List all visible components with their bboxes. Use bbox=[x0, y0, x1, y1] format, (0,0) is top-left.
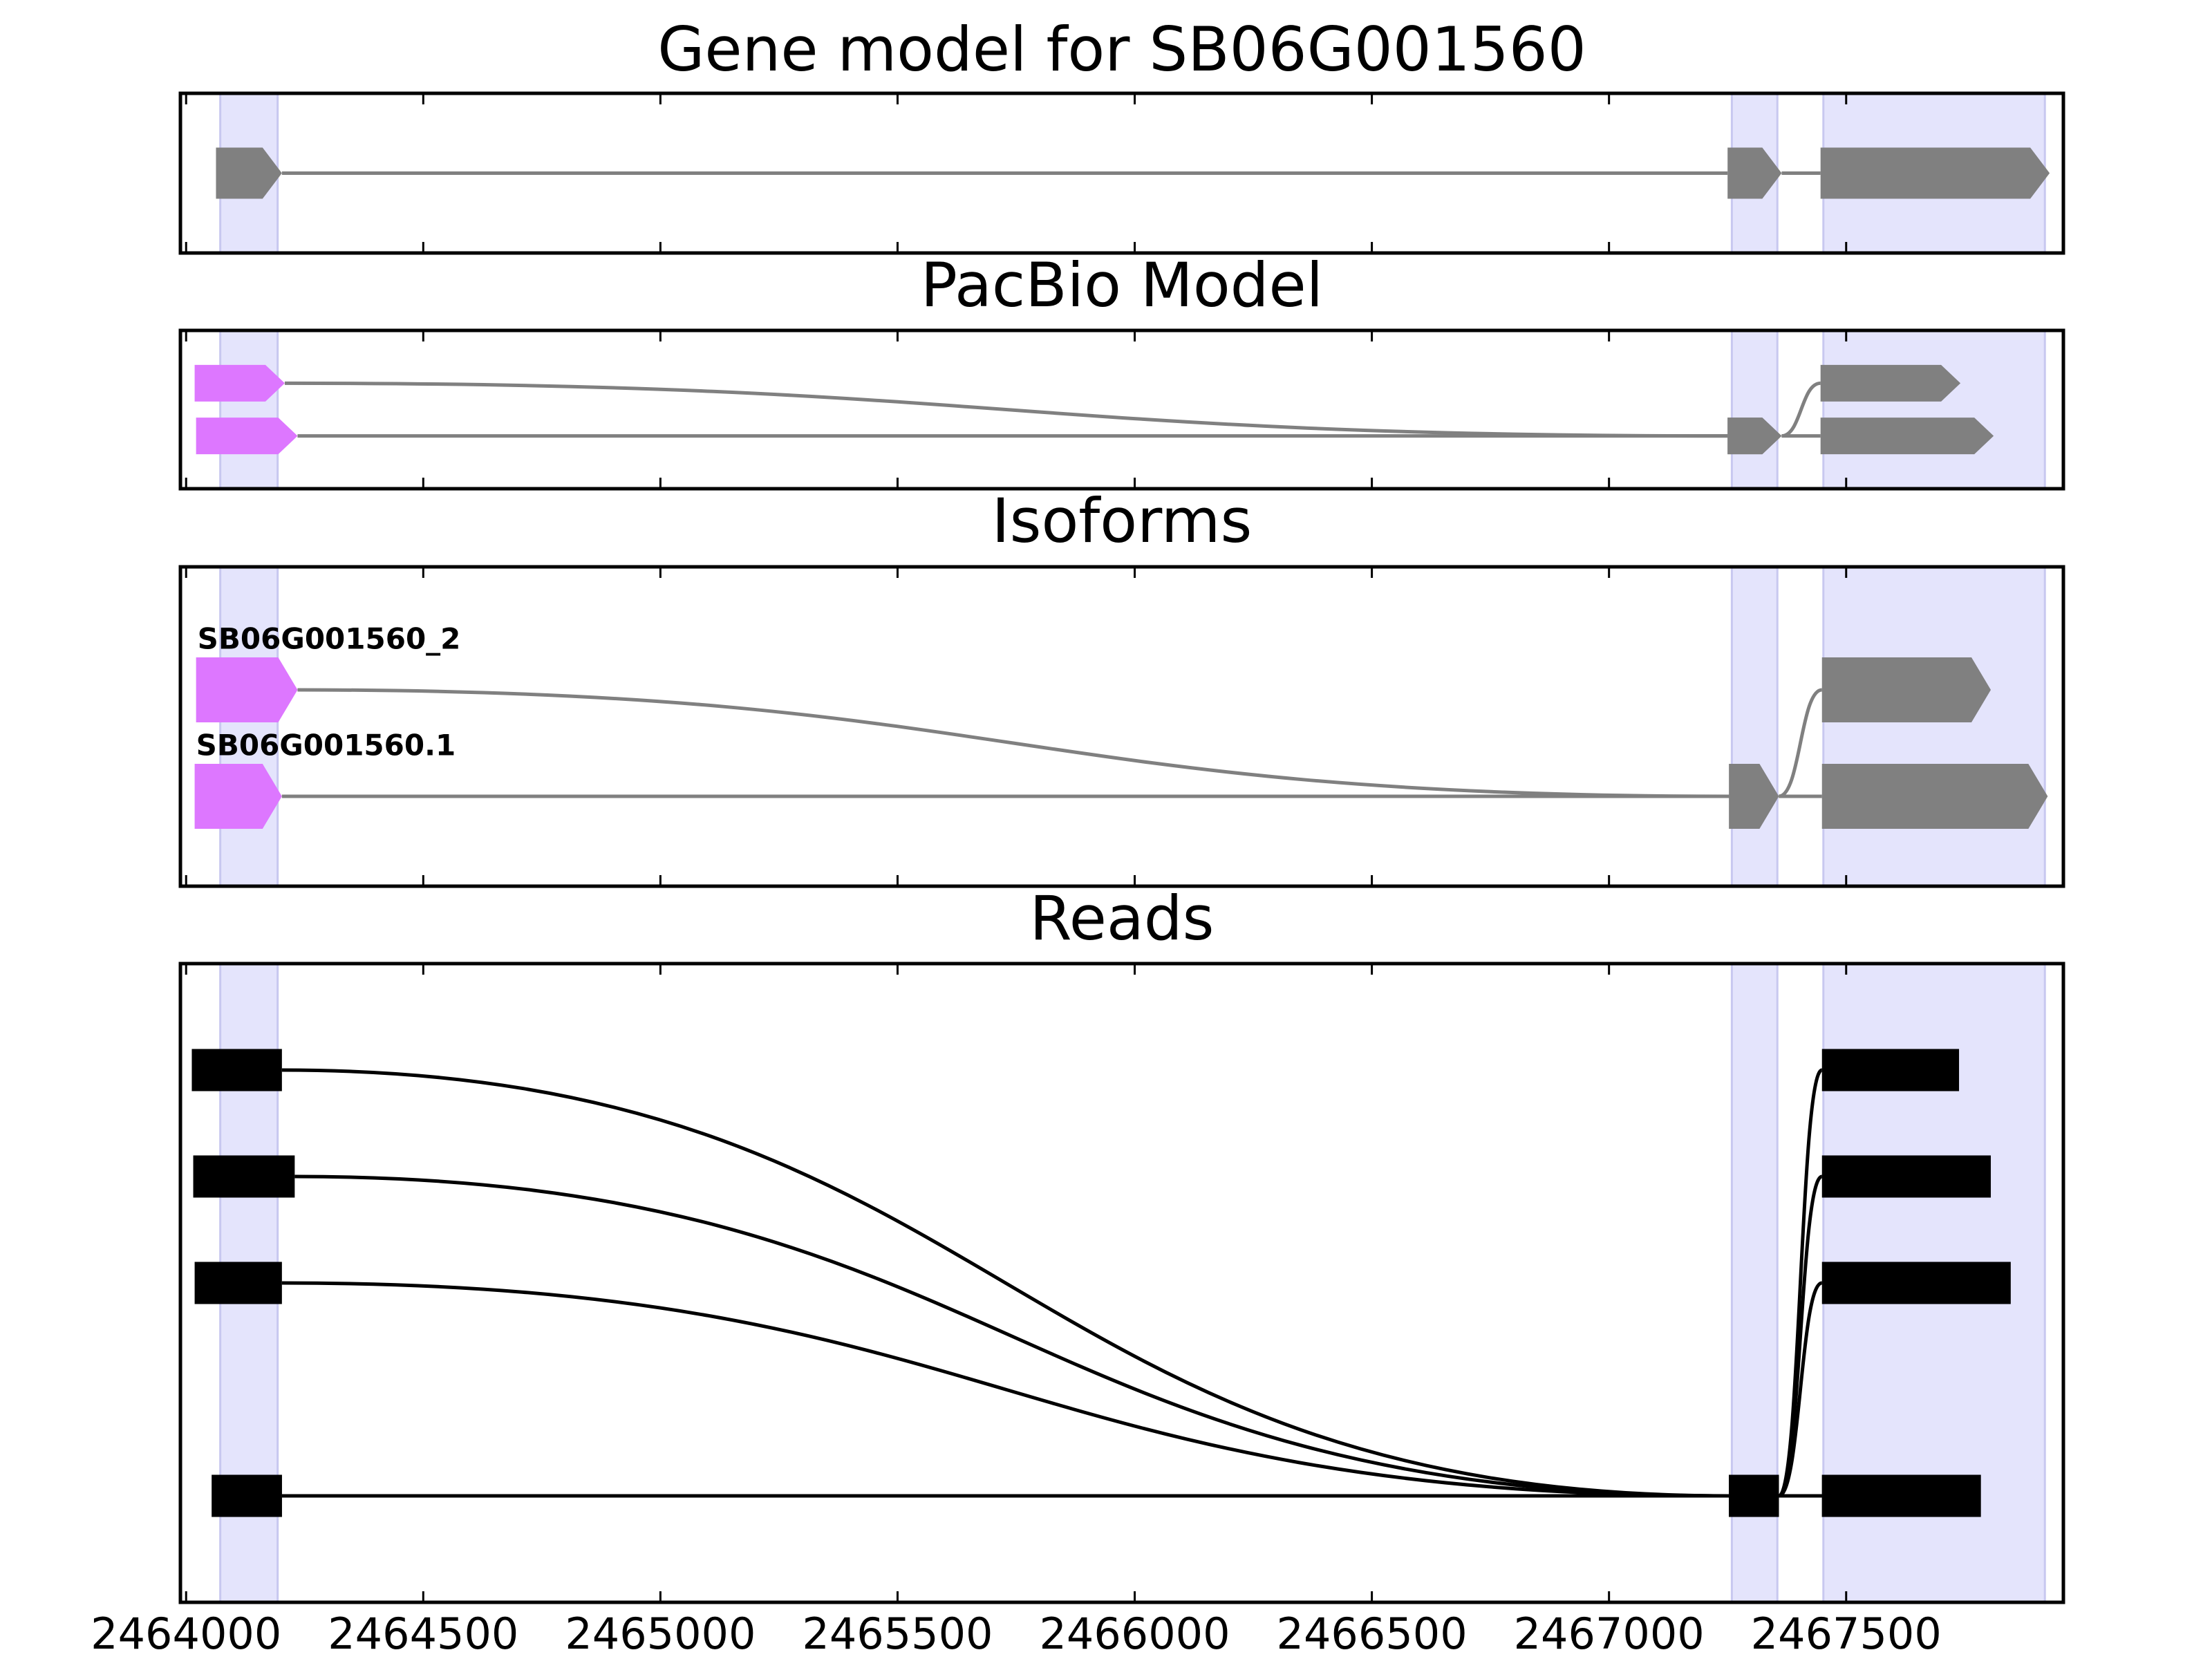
panel: Reads 2464000 2464500 2465000 2465500 2466000… bbox=[91, 883, 2065, 1659]
exon bbox=[1821, 657, 1991, 722]
intron-line bbox=[281, 1281, 1730, 1498]
panel-frame bbox=[178, 962, 2065, 1604]
panel-title: Gene model for SB06G001560 bbox=[657, 14, 1586, 85]
intron-line bbox=[1778, 688, 1823, 798]
highlight-region bbox=[1730, 329, 1779, 490]
highlight-region bbox=[1730, 565, 1779, 888]
exon bbox=[1821, 1262, 2011, 1304]
x-tick-label: 2465000 bbox=[565, 1609, 756, 1659]
exon bbox=[1821, 1155, 1991, 1198]
panel-frame bbox=[178, 565, 2065, 888]
x-tick-label: 2467000 bbox=[1514, 1609, 1705, 1659]
exon bbox=[1727, 418, 1782, 455]
intron-line bbox=[1777, 1068, 1824, 1498]
intron-line bbox=[297, 688, 1730, 798]
intron-line bbox=[294, 1174, 1730, 1498]
x-tick-label: 2464000 bbox=[91, 1609, 281, 1659]
exon bbox=[196, 657, 298, 722]
exon bbox=[212, 1474, 282, 1517]
exon bbox=[194, 1262, 282, 1304]
x-tick-label: 2466500 bbox=[1277, 1609, 1468, 1659]
intron-line bbox=[281, 1068, 1730, 1498]
exon bbox=[193, 1155, 295, 1198]
exon bbox=[1727, 147, 1782, 199]
panel-title: Reads bbox=[1030, 883, 1215, 954]
exon bbox=[1821, 1474, 1981, 1517]
exon bbox=[1820, 418, 1994, 455]
isoform-label: SB06G001560.1 bbox=[196, 729, 456, 762]
exon bbox=[1729, 764, 1779, 829]
x-tick-label: 2467500 bbox=[1751, 1609, 1942, 1659]
exon bbox=[194, 764, 282, 829]
panel-frame bbox=[178, 328, 2065, 491]
exon bbox=[196, 418, 298, 455]
panel: PacBio Model bbox=[178, 250, 2065, 491]
exon bbox=[1729, 1474, 1779, 1517]
panel: Gene model for SB06G001560 bbox=[178, 14, 2065, 255]
isoform-label: SB06G001560_2 bbox=[198, 622, 461, 656]
x-tick-label: 2466000 bbox=[1039, 1609, 1230, 1659]
exon bbox=[1821, 764, 2048, 829]
highlight-region bbox=[1822, 329, 2046, 490]
panel-frame bbox=[178, 91, 2065, 255]
highlight-region bbox=[219, 565, 279, 888]
exon bbox=[191, 1049, 282, 1091]
intron-line bbox=[1778, 1174, 1824, 1498]
intron-line bbox=[1778, 1281, 1823, 1498]
exon bbox=[1820, 364, 1961, 402]
intron-line bbox=[284, 381, 1728, 438]
exon bbox=[194, 364, 285, 402]
exon bbox=[216, 147, 282, 199]
highlight-region bbox=[1822, 565, 2046, 888]
panel-title: PacBio Model bbox=[921, 250, 1323, 321]
exon bbox=[1821, 1049, 1960, 1091]
panel-title: Isoforms bbox=[992, 485, 1253, 556]
highlight-region bbox=[219, 329, 279, 490]
panel: Isoforms SB06G001560_2 SB06G001560.1 bbox=[178, 485, 2065, 888]
x-tick-label: 2464500 bbox=[328, 1609, 518, 1659]
exon bbox=[1820, 147, 2050, 199]
x-tick-label: 2465500 bbox=[802, 1609, 993, 1659]
intron-line bbox=[1781, 381, 1821, 438]
